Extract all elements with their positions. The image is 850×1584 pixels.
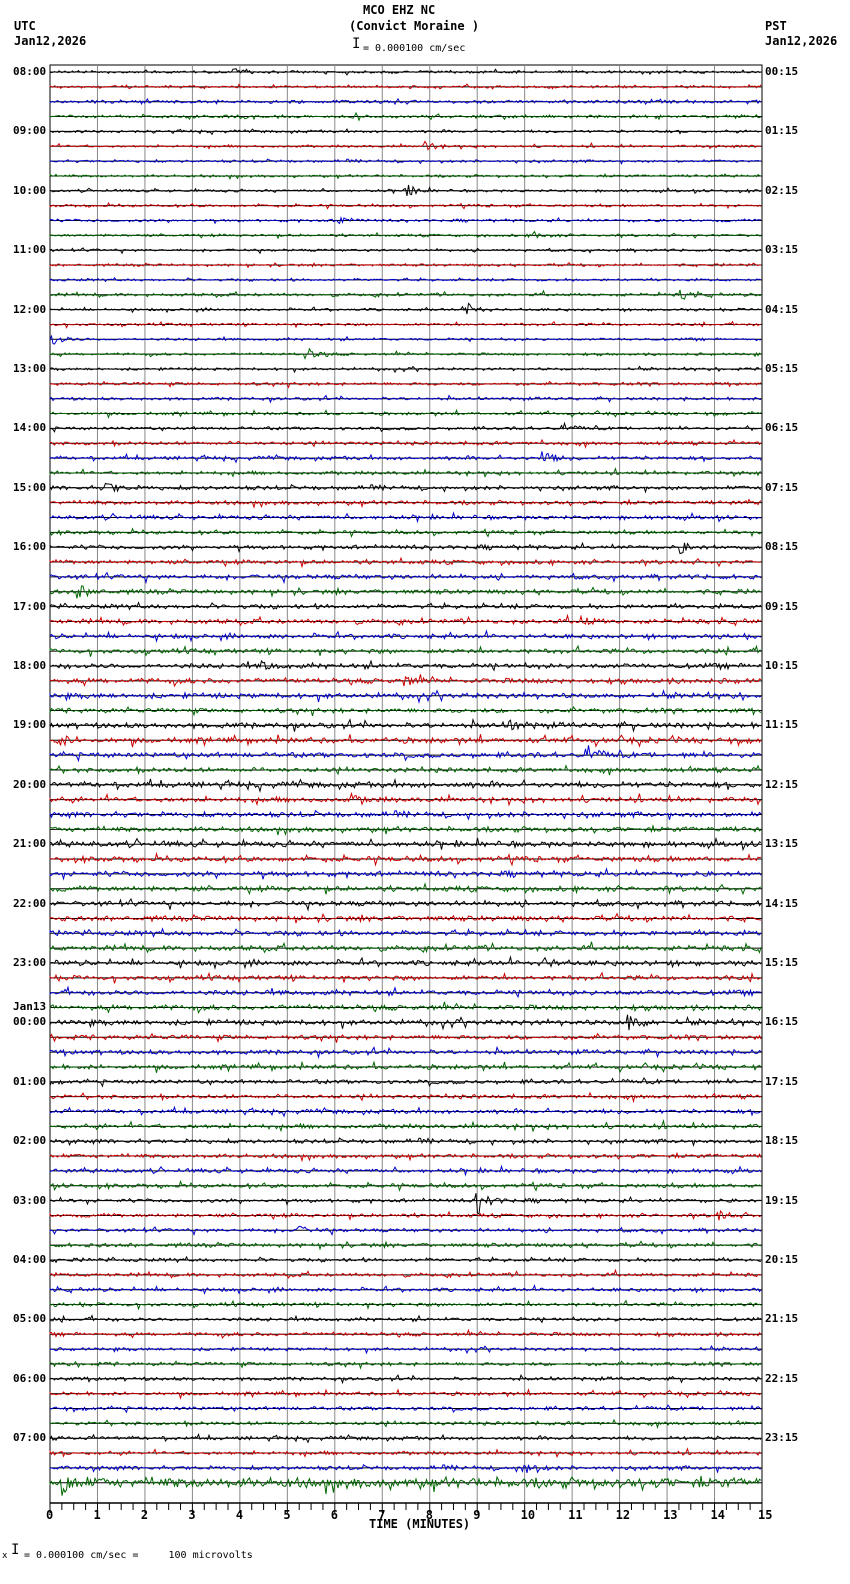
left-time-label: 19:00 — [13, 718, 47, 732]
right-timezone: PST — [765, 19, 787, 33]
x-tick-label: 11 — [568, 1508, 583, 1522]
right-time-label: 14:15 — [765, 896, 799, 910]
right-time-label: 06:15 — [765, 421, 799, 435]
left-time-label: 21:00 — [13, 837, 47, 851]
left-time-label: 08:00 — [13, 65, 47, 78]
left-time-label: 16:00 — [13, 540, 47, 554]
footer-scale-label: = 0.000100 cm/sec = 100 microvolts — [24, 1550, 253, 1561]
scale-bar-icon: I — [352, 36, 361, 52]
right-time-label: 00:15 — [765, 65, 799, 78]
left-time-label: 05:00 — [13, 1312, 47, 1326]
left-time-label: 10:00 — [13, 183, 47, 197]
left-time-label: 09:00 — [13, 124, 47, 138]
x-tick-label: 12 — [615, 1508, 631, 1522]
right-time-label: 11:15 — [765, 718, 799, 732]
right-time-label: 07:15 — [765, 480, 799, 494]
right-time-label: 08:15 — [765, 540, 799, 554]
right-time-label: 09:15 — [765, 599, 799, 613]
x-tick-label: 2 — [140, 1508, 149, 1522]
left-time-label: 11:00 — [13, 243, 47, 257]
x-tick-label: 4 — [235, 1508, 244, 1522]
left-time-label: 14:00 — [13, 421, 47, 435]
right-time-label: 17:15 — [765, 1074, 799, 1088]
x-axis-title: TIME (MINUTES) — [369, 1517, 471, 1531]
right-time-label: 04:15 — [765, 302, 799, 316]
left-time-label: 06:00 — [13, 1371, 47, 1385]
footer-scale-bar-icon: I — [11, 1542, 20, 1558]
left-time-label: 07:00 — [13, 1431, 47, 1445]
right-time-label: 20:15 — [765, 1253, 799, 1266]
x-tick-label: 13 — [663, 1508, 678, 1522]
right-time-label: 18:15 — [765, 1134, 799, 1148]
right-time-label: 16:15 — [765, 1015, 799, 1029]
date-change-label: Jan13 — [13, 1000, 47, 1014]
right-time-label: 03:15 — [765, 243, 799, 257]
x-tick-label: 1 — [93, 1508, 101, 1522]
scale-label: = 0.000100 cm/sec — [363, 43, 466, 54]
right-time-label: 01:15 — [765, 124, 799, 138]
left-time-label: 04:00 — [13, 1253, 47, 1266]
left-time-label: 18:00 — [13, 659, 47, 672]
right-time-label: 02:15 — [765, 183, 799, 197]
left-time-label: 23:00 — [13, 956, 47, 969]
x-tick-label: 0 — [46, 1508, 54, 1522]
left-time-label: 17:00 — [13, 599, 47, 613]
x-tick-label: 9 — [473, 1508, 481, 1522]
right-time-label: 15:15 — [765, 956, 799, 969]
left-time-label: 02:00 — [13, 1134, 47, 1148]
x-tick-label: 3 — [188, 1508, 196, 1522]
right-time-label: 12:15 — [765, 777, 799, 791]
left-time-label: 00:00 — [13, 1015, 47, 1029]
right-time-label: 21:15 — [765, 1312, 799, 1326]
right-time-label: 05:15 — [765, 362, 799, 375]
right-time-label: 19:15 — [765, 1193, 799, 1207]
right-date: Jan12,2026 — [765, 34, 838, 48]
left-date: Jan12,2026 — [14, 34, 87, 48]
left-timezone: UTC — [14, 19, 36, 33]
right-time-label: 22:15 — [765, 1371, 799, 1385]
x-tick-label: 8 — [425, 1508, 433, 1522]
left-time-label: 01:00 — [13, 1074, 47, 1088]
right-time-label: 23:15 — [765, 1431, 799, 1445]
left-time-label: 15:00 — [13, 480, 47, 494]
station-title: MCO EHZ NC — [363, 3, 436, 17]
left-time-label: 12:00 — [13, 302, 47, 316]
left-time-label: 03:00 — [13, 1193, 47, 1207]
right-time-label: 13:15 — [765, 837, 799, 851]
left-time-label: 20:00 — [13, 777, 47, 791]
x-tick-label: 14 — [710, 1508, 725, 1522]
x-tick-label: 15 — [758, 1508, 773, 1522]
x-tick-label: 7 — [378, 1508, 386, 1522]
x-tick-label: 10 — [520, 1508, 536, 1522]
station-location: (Convict Moraine ) — [349, 19, 480, 33]
x-tick-label: 6 — [330, 1508, 339, 1522]
right-time-label: 10:15 — [765, 659, 799, 672]
left-time-label: 13:00 — [13, 362, 47, 375]
x-tick-label: 5 — [283, 1508, 291, 1522]
left-time-label: 22:00 — [13, 896, 47, 910]
footer-prefix: x — [2, 1551, 8, 1561]
